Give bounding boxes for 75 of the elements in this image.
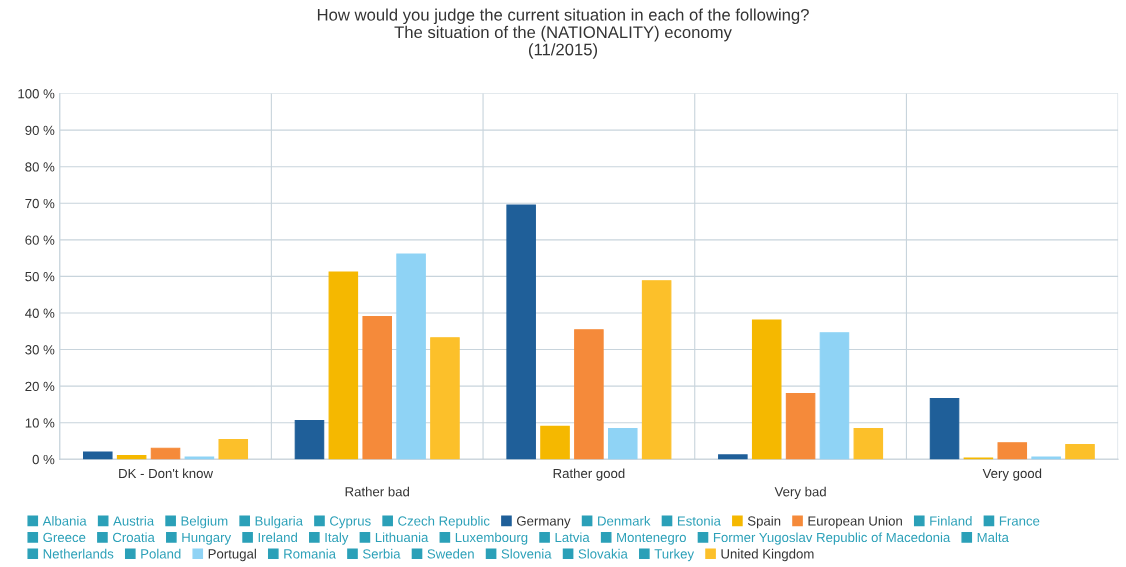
legend-label: Ireland: [258, 532, 297, 543]
bar: [607, 427, 638, 460]
legend-label: Austria: [113, 515, 155, 526]
x-tick-label: Rather bad: [345, 486, 409, 497]
x-tick-label: Very good: [982, 468, 1042, 481]
y-tick-label: 20 %: [25, 381, 55, 392]
x-tick-label: Rather good: [553, 468, 625, 481]
bar: [396, 253, 426, 460]
bar: [506, 204, 536, 460]
legend-label: Slovakia: [578, 548, 628, 559]
legend-label: Germany: [517, 516, 571, 529]
legend-label: Romania: [284, 548, 336, 559]
legend-label: Portugal: [208, 548, 256, 562]
bar: [150, 447, 181, 460]
legend-label: Cyprus: [330, 516, 371, 529]
y-tick-label: 70 %: [25, 198, 55, 209]
bar: [218, 438, 249, 460]
legend-label: Lithuania: [375, 532, 429, 543]
y-tick-label: 50 %: [25, 271, 55, 282]
legend-label: Montenegro: [617, 532, 686, 545]
bar: [751, 319, 782, 460]
bar: [785, 392, 816, 460]
bar: [294, 419, 325, 460]
legend-label: Greece: [43, 532, 86, 543]
legend-label: Latvia: [555, 532, 590, 543]
x-tick-label: DK - Don't know: [119, 468, 214, 479]
legend-label: Malta: [977, 532, 1009, 543]
bar: [997, 442, 1028, 460]
legend-label: Bulgaria: [255, 515, 303, 529]
y-tick-label: 40 %: [25, 308, 55, 318]
bar: [1065, 444, 1095, 460]
chart-title: How would you judge the current situation in each of the following? The situation of the (NATIONALITY) economy (11/2015): [317, 8, 809, 59]
bar: [430, 337, 460, 460]
legend-label: United Kingdom: [721, 548, 814, 562]
bar: [362, 316, 392, 460]
legend-label: Belgium: [181, 515, 228, 529]
bar: [853, 427, 884, 460]
bar: [116, 455, 147, 460]
bar: [574, 329, 604, 460]
legend-label: Former Yugoslav Republic of Macedonia: [713, 532, 951, 545]
legend-label: Hungary: [182, 532, 232, 545]
legend-label: Croatia: [112, 532, 155, 543]
legend-label: Poland: [141, 548, 181, 559]
legend-label: Luxembourg: [455, 532, 528, 545]
legend-label: European Union: [808, 515, 902, 529]
legend-label: Netherlands: [43, 548, 114, 559]
y-tick-label: 80 %: [25, 162, 55, 172]
bar: [328, 271, 359, 460]
y-tick-label: 90 %: [25, 125, 55, 136]
legend-label: Czech Republic: [398, 515, 490, 529]
bar: [540, 425, 570, 460]
bar: [718, 454, 748, 460]
bar: [184, 456, 215, 460]
legend-label: Sweden: [427, 548, 474, 559]
bar: [83, 451, 113, 460]
legend-label: Denmark: [598, 515, 651, 526]
bar: [1031, 456, 1061, 460]
legend-label: Serbia: [362, 548, 401, 559]
bar: [929, 398, 960, 460]
y-tick-label: 60 %: [25, 235, 55, 245]
y-tick-label: 30 %: [25, 345, 55, 355]
y-tick-label: 10 %: [25, 418, 55, 428]
legend-label: Finland: [930, 515, 972, 526]
legend-label: Italy: [325, 532, 349, 545]
legend-label: Slovenia: [501, 548, 552, 559]
y-tick-label: 0 %: [32, 454, 55, 465]
legend-label: Albania: [42, 515, 87, 526]
y-tick-label: 100 %: [18, 89, 55, 99]
legend-label: France: [999, 516, 1040, 526]
legend-label: Turkey: [654, 548, 695, 562]
bar: [641, 280, 672, 460]
legend-label: Estonia: [677, 515, 721, 526]
legend-label: Spain: [747, 515, 781, 529]
bar: [819, 332, 850, 460]
x-tick-label: Very bad: [774, 486, 826, 499]
